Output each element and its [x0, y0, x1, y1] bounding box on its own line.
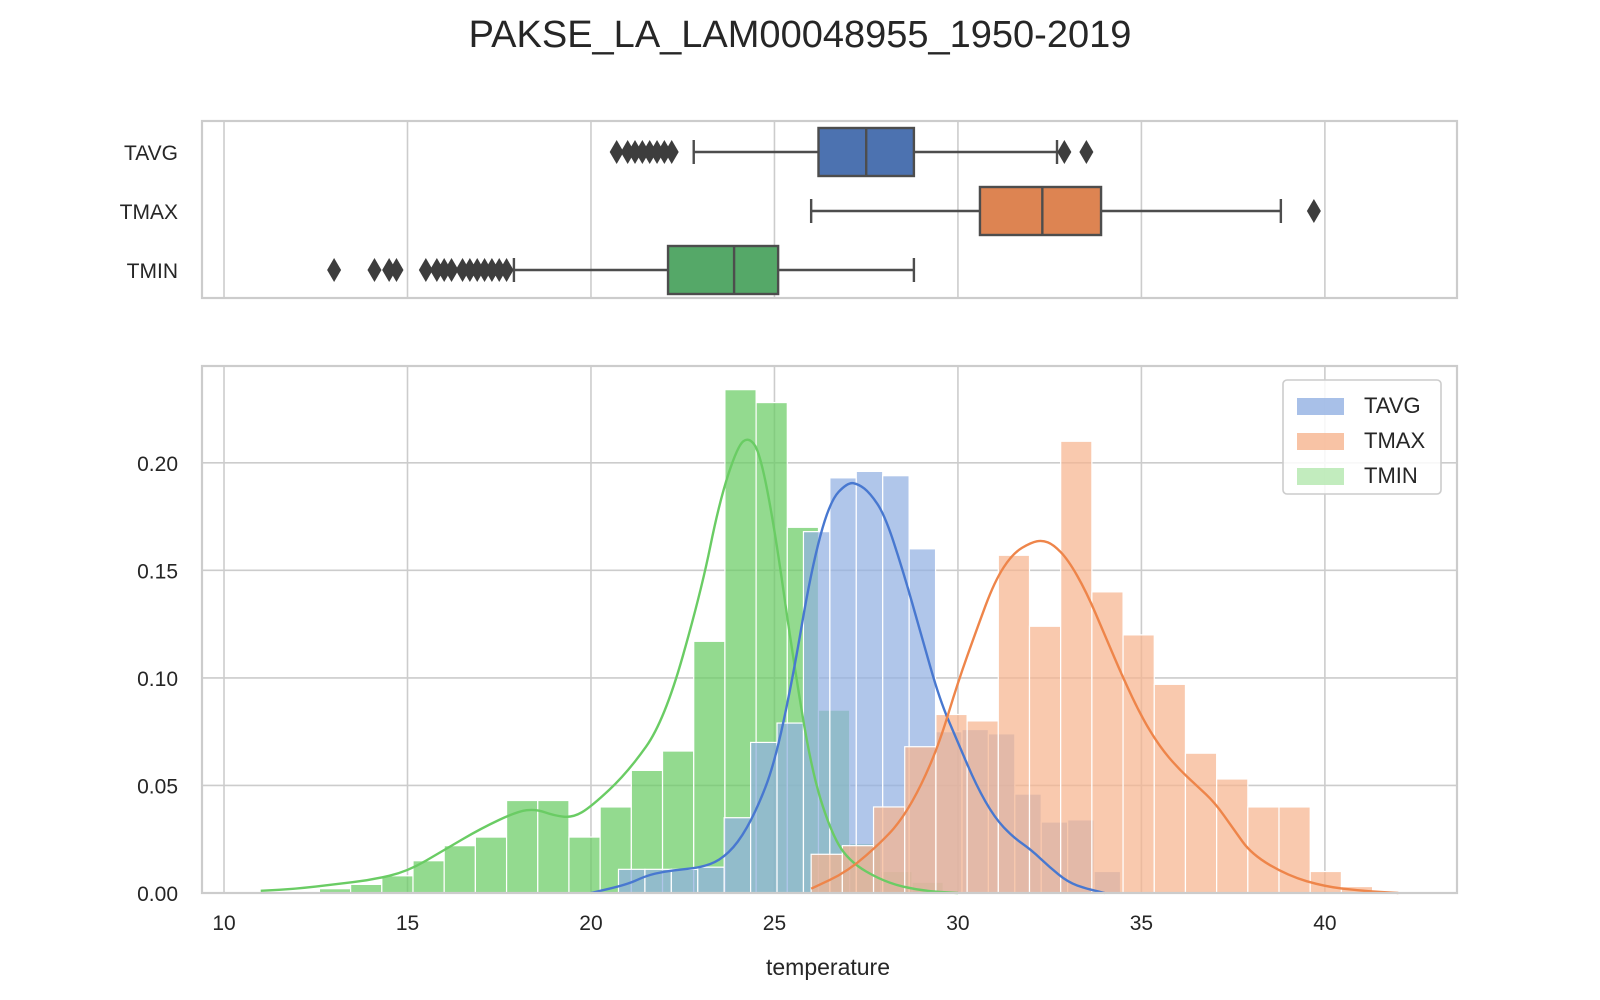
histogram-bar [1060, 440, 1093, 894]
histogram-frame [200, 364, 1459, 895]
histogram-bar [443, 845, 476, 894]
outlier-marker [642, 140, 657, 164]
outlier-marker [657, 140, 672, 164]
histogram-bar [1122, 634, 1155, 894]
outlier-marker [389, 258, 404, 282]
iqr-box [666, 244, 780, 296]
x-tick-label: 40 [1313, 912, 1336, 935]
outlier-marker [609, 140, 624, 164]
legend-label-tavg: TAVG [1364, 393, 1421, 418]
outlier-marker [492, 258, 507, 282]
x-axis-label: temperature [766, 954, 890, 980]
outlier-marker [418, 258, 433, 282]
outlier-marker [444, 258, 459, 282]
histogram-bar [750, 741, 778, 894]
y-tick-label: 0.00 [137, 883, 178, 906]
outlier-marker [455, 258, 470, 282]
legend: TAVG TMAX TMIN [1282, 379, 1442, 495]
histogram-bar [776, 722, 805, 894]
histogram-bar [381, 875, 414, 894]
histogram-bar [1216, 778, 1249, 894]
x-tick-label: 30 [946, 912, 969, 935]
histogram-bar [997, 554, 1031, 894]
histogram-bar [829, 477, 857, 894]
boxplot-tavg: TAVG [124, 126, 1094, 178]
boxplot-category-label: TAVG [124, 142, 178, 165]
boxplot-panel: TAVG TMAX TMIN [120, 119, 1459, 300]
outlier-marker [664, 140, 679, 164]
outlier-marker [477, 258, 492, 282]
histogram-bar [670, 868, 699, 894]
y-tick-label: 0.05 [137, 775, 178, 798]
outlier-marker [462, 258, 477, 282]
boxplot-frame [200, 119, 1459, 300]
outlier-marker [650, 140, 665, 164]
iqr-box [978, 185, 1103, 237]
histogram-bar [474, 836, 508, 894]
outlier-marker [327, 258, 342, 282]
outlier-marker [1057, 140, 1072, 164]
legend-label-tmin: TMIN [1364, 463, 1418, 488]
histogram-series-tmax [810, 440, 1374, 894]
outlier-marker [1306, 199, 1321, 223]
x-tick-label: 10 [212, 912, 235, 935]
x-tick-label: 20 [579, 912, 602, 935]
histogram-bar [1184, 752, 1218, 894]
outlier-marker [620, 140, 635, 164]
outlier-marker [437, 258, 452, 282]
histogram-bar [802, 531, 831, 894]
histogram-bar [1091, 591, 1124, 894]
boxplot-category-label: TMIN [127, 260, 178, 283]
legend-swatch-tavg [1297, 398, 1344, 415]
histogram-panel: 10 15 20 25 30 35 40 0.00 0.05 0.10 0.15 0.20 [137, 364, 1459, 935]
boxplot-category-label: TMAX [120, 201, 178, 224]
histogram-bar [935, 713, 968, 894]
outlier-marker [429, 258, 444, 282]
y-tick-label: 0.20 [137, 453, 178, 476]
legend-label-tmax: TMAX [1364, 428, 1425, 453]
histogram-bar [697, 866, 725, 894]
histogram-bar [1247, 806, 1280, 894]
histogram-bar [568, 836, 601, 894]
histogram-bar [350, 883, 383, 894]
histogram-bar [966, 720, 999, 894]
histogram-bar [1278, 806, 1311, 894]
x-tick-label: 35 [1130, 912, 1153, 935]
outlier-marker [382, 258, 397, 282]
legend-swatch-tmin [1297, 468, 1344, 485]
outlier-marker [628, 140, 643, 164]
outlier-marker [635, 140, 650, 164]
outlier-marker [484, 258, 499, 282]
kde-line-tavg [590, 481, 1105, 895]
outlier-marker [470, 258, 485, 282]
chart-title: PAKSE_LA_LAM00048955_1950-2019 [469, 14, 1132, 56]
outlier-marker [499, 258, 514, 282]
y-tick-label: 0.10 [137, 668, 178, 691]
outlier-marker [367, 258, 382, 282]
histogram-bar [693, 640, 726, 894]
outlier-marker [1079, 140, 1094, 164]
y-tick-label: 0.15 [137, 560, 178, 583]
histogram-bar [904, 746, 937, 894]
boxplot-tmax: TMAX [120, 185, 1321, 237]
kde-line-tmax [810, 539, 1399, 895]
legend-swatch-tmax [1297, 433, 1344, 450]
x-tick-label: 15 [396, 912, 419, 935]
histogram-bar [1153, 683, 1187, 894]
boxplot-tmin: TMIN [127, 244, 916, 296]
kde-line-tmin [260, 438, 959, 895]
histogram-bar [505, 799, 539, 894]
x-tick-label: 25 [763, 912, 786, 935]
